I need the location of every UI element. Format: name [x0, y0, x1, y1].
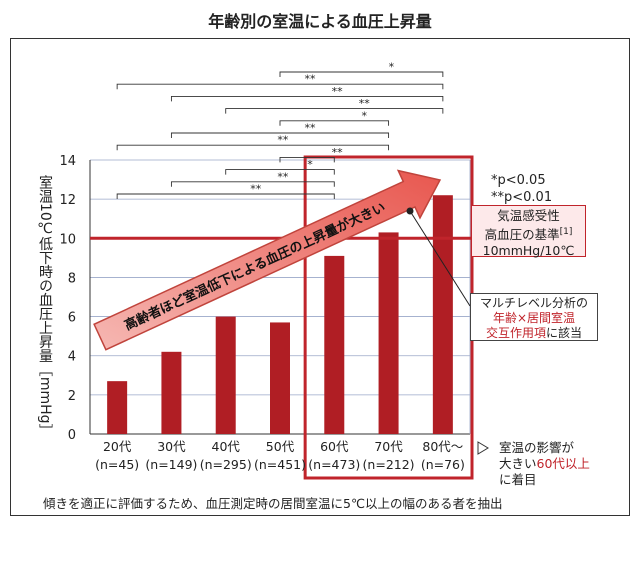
x-category-name: 40代 — [211, 439, 240, 454]
multilevel-line3: 交互作用項に該当 — [471, 326, 597, 341]
x-category-label: 80代～ (n=76) — [415, 438, 471, 474]
significance-bracket — [225, 169, 335, 175]
y-tick-label: 8 — [68, 271, 76, 286]
significance-mark: ** — [277, 134, 289, 147]
focus-note: 室温の影響が 大きい60代以上 に着目 — [499, 440, 590, 488]
x-category-name: 30代 — [157, 439, 186, 454]
x-category-label: 30代 (n=149) — [143, 438, 199, 474]
focus-line3: に着目 — [499, 472, 537, 487]
significance-legend: *p<0.05 **p<0.01 — [491, 172, 552, 206]
legend-p05: *p<0.05 — [491, 173, 546, 188]
trend-arrow — [93, 169, 442, 351]
x-category-name: 80代～ — [422, 439, 464, 454]
x-category-sample-size: (n=473) — [308, 457, 361, 472]
x-category-label: 40代 (n=295) — [198, 438, 254, 474]
bar — [107, 381, 128, 434]
x-category-name: 20代 — [102, 439, 132, 454]
reference-line3: 10mmHg/10℃ — [482, 243, 575, 259]
significance-bracket — [279, 71, 444, 77]
x-category-sample-size: (n=451) — [253, 457, 306, 472]
focus-line2: 大きい60代以上 — [499, 456, 590, 472]
significance-mark: ** — [250, 183, 262, 196]
reference-citation: [1] — [559, 227, 573, 237]
multilevel-analysis-box: マルチレベル分析の 年齢×居間室温 交互作用項に該当 — [470, 293, 598, 341]
y-tick-label: 6 — [68, 311, 76, 326]
x-category-name: 70代 — [374, 439, 403, 454]
significance-bracket — [170, 132, 390, 138]
reference-criterion-box: 気温感受性 高血圧の基準[1] 10mmHg/10℃ — [471, 205, 586, 259]
y-tick-label: 14 — [59, 154, 76, 169]
multilevel-line1: マルチレベル分析の — [479, 296, 588, 310]
x-category-label: 60代 (n=473) — [306, 438, 362, 474]
bar — [215, 316, 236, 434]
y-axis-label: 室温10℃低下時の血圧上昇量［mmHg］ — [37, 175, 53, 438]
significance-mark: ** — [332, 146, 344, 159]
significance-mark: ** — [332, 85, 344, 98]
y-tick-label: 2 — [68, 389, 76, 404]
x-category-label: 70代 (n=212) — [361, 438, 417, 474]
multilevel-line3-rest: に該当 — [546, 326, 583, 340]
significance-bracket — [116, 193, 335, 199]
x-category-sample-size: (n=45) — [95, 457, 140, 472]
significance-mark: ** — [277, 170, 289, 183]
y-tick-label: 12 — [59, 193, 76, 208]
significance-bracket — [116, 83, 444, 90]
significance-mark: ** — [359, 97, 371, 110]
significance-mark: * — [389, 61, 395, 74]
significance-mark: ** — [305, 122, 317, 135]
reference-line1: 気温感受性 — [497, 208, 560, 223]
significance-bracket — [170, 95, 444, 102]
reference-line2-text: 高血圧の基準 — [484, 227, 560, 243]
multilevel-line3-red: 交互作用項 — [485, 326, 546, 340]
x-category-label: 20代 (n=45) — [89, 438, 145, 474]
significance-bracket — [170, 181, 335, 187]
bar — [270, 322, 290, 434]
footer-note: 傾きを適正に評価するため、血圧測定時の居間室温に5℃以上の幅のある者を抽出 — [43, 496, 503, 511]
x-category-sample-size: (n=295) — [199, 457, 252, 472]
connector-line — [409, 210, 471, 307]
bar — [378, 232, 399, 434]
x-category-label: 50代 (n=451) — [252, 438, 308, 474]
significance-bracket — [225, 108, 444, 114]
focus-pointer-icon — [477, 441, 489, 455]
focus-line2-red: 60代以上 — [536, 456, 590, 471]
focus-line1: 室温の影響が — [499, 440, 575, 455]
bar — [432, 195, 453, 434]
x-category-sample-size: (n=212) — [362, 457, 415, 472]
chart-frame — [10, 38, 630, 516]
y-tick-label: 0 — [68, 428, 76, 443]
significance-mark: * — [362, 109, 368, 122]
chart-title: 年齢別の室温による血圧上昇量 — [208, 12, 432, 31]
reference-line2: 高血圧の基準[1] — [472, 224, 585, 243]
focus-line2-prefix: 大きい — [499, 456, 537, 471]
trend-arrow-label: 高齢者ほど室温低下による血圧の上昇量が大きい — [122, 199, 388, 333]
bar — [324, 255, 345, 434]
x-category-name: 60代 — [320, 439, 349, 454]
y-tick-label: 10 — [59, 232, 76, 247]
significance-bracket — [279, 120, 390, 126]
significance-bracket — [116, 144, 390, 151]
x-category-name: 50代 — [265, 439, 295, 454]
x-category-sample-size: (n=149) — [145, 457, 198, 472]
significance-bracket — [279, 156, 335, 163]
legend-p01: **p<0.01 — [491, 190, 553, 205]
multilevel-line2: 年齢×居間室温 — [492, 311, 576, 325]
significance-mark: ** — [305, 73, 317, 86]
bar — [161, 351, 182, 434]
significance-mark: * — [307, 158, 313, 171]
x-category-sample-size: (n=76) — [420, 457, 465, 472]
y-tick-label: 4 — [68, 350, 76, 365]
